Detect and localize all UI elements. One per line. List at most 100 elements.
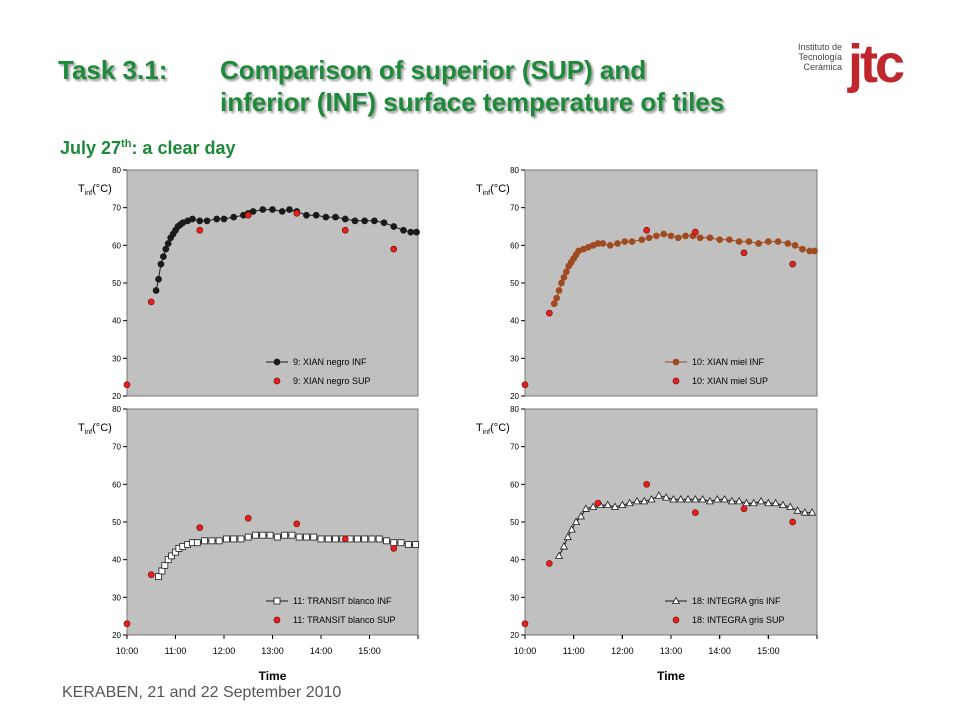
sup-point <box>691 509 699 516</box>
title-line-2: inferior (INF) surface temperature of ti… <box>220 87 725 117</box>
inf-point <box>667 232 675 240</box>
inf-point <box>559 542 569 550</box>
inf-point <box>625 498 634 507</box>
inf-point <box>341 215 349 223</box>
inf-point <box>168 552 176 560</box>
inf-point <box>638 236 646 244</box>
y-tick-label: 60 <box>112 480 121 489</box>
inf-point <box>208 537 216 545</box>
sup-point <box>643 226 651 234</box>
inf-point <box>603 500 612 509</box>
y-tick-label: 50 <box>112 518 121 527</box>
inf-point <box>164 240 172 247</box>
inf-point <box>784 240 792 247</box>
sup-point <box>521 620 529 628</box>
x-tick-label: 12:00 <box>611 646 634 656</box>
x-tick-label: 15:00 <box>757 646 780 656</box>
inf-point <box>778 500 788 509</box>
y-tick-label: 80 <box>112 166 121 175</box>
itc-logo: Instituto de Tecnología Cerámica jtc <box>770 36 930 96</box>
inf-point <box>397 539 405 547</box>
inf-point <box>288 531 296 539</box>
y-tick-label: 60 <box>510 241 519 250</box>
inf-point <box>237 535 245 543</box>
inf-point <box>745 238 753 245</box>
inf-point <box>155 275 162 283</box>
y-tick-label: 40 <box>112 556 121 565</box>
inf-point <box>560 274 568 281</box>
sup-point <box>740 505 748 513</box>
inf-point <box>606 241 614 249</box>
inf-point <box>278 208 286 215</box>
inf-point <box>371 217 378 225</box>
inf-point <box>332 213 339 221</box>
inf-point <box>614 240 621 247</box>
inf-point <box>161 561 169 569</box>
inf-point <box>203 217 211 225</box>
inf-point <box>213 215 221 223</box>
sup-point <box>196 524 204 532</box>
inf-point <box>705 496 715 505</box>
inf-point <box>555 287 563 294</box>
y-tick-label: 70 <box>112 204 121 213</box>
inf-point <box>628 238 636 245</box>
y-tick-label: 30 <box>112 593 121 602</box>
inf-point <box>303 211 310 219</box>
inf-point <box>189 215 196 223</box>
inf-point <box>771 498 780 507</box>
legend-label: 11: TRANSIT blanco SUP <box>293 615 396 625</box>
plot-area <box>524 408 818 636</box>
y-tick-label: 40 <box>510 556 519 565</box>
subtitle-sup: th <box>121 138 132 150</box>
sup-point <box>293 209 301 217</box>
inf-point <box>269 206 276 213</box>
inf-point <box>800 508 809 516</box>
slide-title: Task 3.1: Comparison of superior (SUP) an… <box>58 54 724 118</box>
y-tick-label: 20 <box>510 392 519 401</box>
inf-point <box>273 533 281 541</box>
inf-point <box>324 535 332 543</box>
inf-point <box>230 213 238 221</box>
inf-point <box>662 493 671 501</box>
inf-point <box>553 294 560 302</box>
inf-point <box>400 226 407 234</box>
legend-marker <box>273 358 281 366</box>
x-tick-label: 11:00 <box>563 646 585 656</box>
legend: 18: INTEGRA gris INF 18: INTEGRA gris SUP <box>665 596 785 625</box>
inf-point <box>696 234 704 242</box>
y-tick-label: 50 <box>510 279 519 288</box>
legend-label: 10: XIAN miel SUP <box>692 376 768 386</box>
logo-caption: Instituto de Tecnología Cerámica <box>770 42 842 72</box>
plot-area <box>126 408 419 636</box>
sup-point <box>691 228 699 236</box>
inf-point <box>640 496 649 505</box>
y-tick-label: 20 <box>112 631 121 640</box>
sup-point <box>521 381 529 389</box>
sup-point <box>123 620 131 628</box>
y-tick-label: 60 <box>510 480 519 489</box>
sup-point <box>293 520 301 528</box>
inf-point <box>726 236 733 244</box>
legend-marker <box>672 377 680 385</box>
inf-point <box>749 498 758 507</box>
series-sup <box>521 226 797 389</box>
inf-point <box>572 517 581 525</box>
y-tick-label: 40 <box>510 317 519 326</box>
x-tick-label: 10:00 <box>514 646 537 656</box>
inf-point <box>196 217 204 225</box>
inf-point <box>155 573 162 581</box>
inf-point <box>286 206 293 213</box>
task-label: Task 3.1: <box>58 55 168 85</box>
footer-text: KERABEN, 21 and 22 September 2010 <box>62 684 342 701</box>
inf-point <box>581 504 590 512</box>
title-line-1: Comparison of superior (SUP) and <box>220 55 647 85</box>
legend-marker <box>671 596 681 604</box>
plot-area <box>524 169 818 397</box>
legend-label: 9: XIAN negro INF <box>293 357 367 367</box>
inf-point <box>756 496 766 505</box>
legend-label: 18: INTEGRA gris INF <box>692 596 781 606</box>
inf-point <box>215 537 223 545</box>
inf-point <box>390 223 398 230</box>
inf-point <box>774 238 782 245</box>
